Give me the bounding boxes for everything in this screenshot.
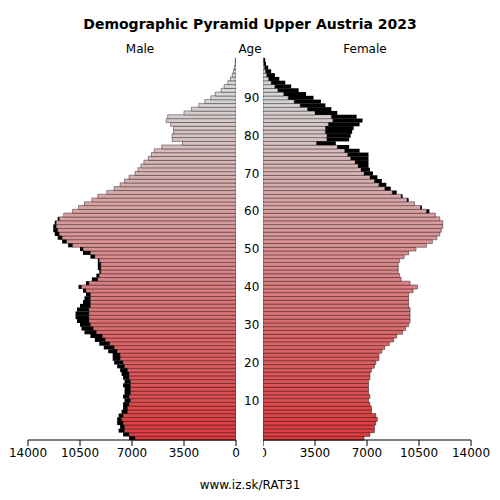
svg-text:14000: 14000 [452,446,490,460]
svg-text:7000: 7000 [117,446,148,460]
svg-text:30: 30 [244,318,259,332]
svg-text:0: 0 [232,446,240,460]
svg-text:3500: 3500 [169,446,200,460]
html-text:www.iz.sk/RAT31: www.iz.sk/RAT31 [199,478,301,492]
svg-text:20: 20 [244,356,259,370]
svg-text:70: 70 [244,167,259,181]
html-text:Male: Male [125,42,155,56]
svg-text:50: 50 [244,242,259,256]
html-text:Age: Age [238,42,262,56]
svg-text:40: 40 [244,280,259,294]
svg-text:90: 90 [244,91,259,105]
svg-text:3500: 3500 [300,446,331,460]
html-text:Female: Female [343,42,387,56]
svg-text:10: 10 [244,394,259,408]
svg-text:0: 0 [263,446,267,460]
svg-text:10500: 10500 [61,446,99,460]
svg-text:7000: 7000 [352,446,383,460]
svg-text:80: 80 [244,129,259,143]
svg-text:14000: 14000 [9,446,47,460]
html-text:Demographic Pyramid Upper Aust: Demographic Pyramid Upper Austria 2023 [83,16,417,32]
svg-text:10500: 10500 [400,446,438,460]
svg-text:60: 60 [244,204,259,218]
